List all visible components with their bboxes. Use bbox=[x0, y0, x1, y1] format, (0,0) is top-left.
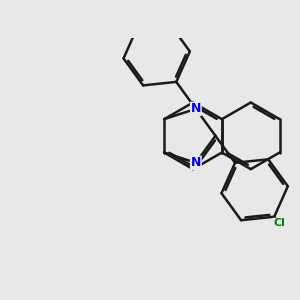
Text: N: N bbox=[191, 102, 201, 116]
Text: N: N bbox=[191, 156, 201, 169]
Text: Cl: Cl bbox=[273, 218, 285, 229]
